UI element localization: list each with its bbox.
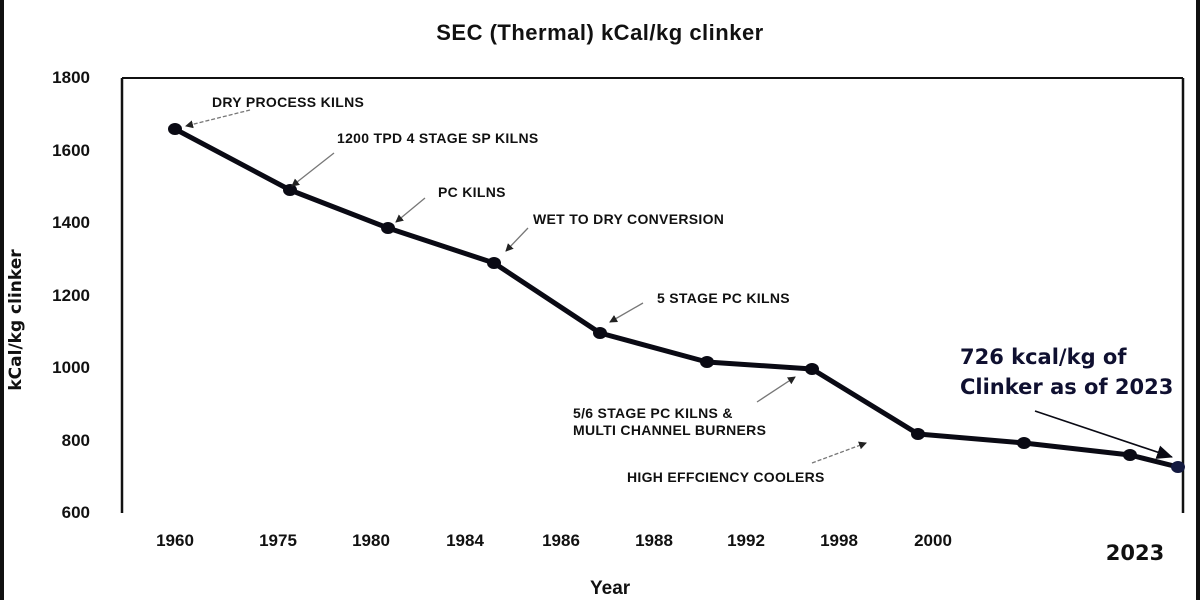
x-tick-1988: 1988: [635, 531, 673, 550]
arrow-tpd: [291, 152, 335, 187]
point-1988: [700, 356, 714, 368]
y-tick-1800: 1800: [52, 68, 90, 87]
x-tick-1986: 1986: [542, 531, 580, 550]
y-tick-1200: 1200: [52, 286, 90, 305]
data-markers: [168, 123, 1185, 473]
arrow-callout: [1034, 410, 1173, 459]
point-2023: [1171, 461, 1185, 473]
arrow-wet: [505, 227, 529, 252]
point-1998: [911, 428, 925, 440]
annotation-coolers: HIGH EFFCIENCY COOLERS: [627, 469, 825, 485]
y-tick-600: 600: [61, 503, 90, 522]
arrow-pc: [395, 197, 426, 223]
x-tick-1998: 1998: [820, 531, 858, 550]
annotation-5-stage-pc: 5 STAGE PC KILNS: [657, 290, 790, 306]
right-border: [1196, 0, 1200, 600]
y-tick-1600: 1600: [52, 141, 90, 160]
point-unlabeled: [1123, 449, 1137, 461]
arrow-dry: [185, 109, 251, 129]
arrow-stage56: [756, 376, 796, 403]
point-1980: [381, 222, 395, 234]
annotation-dry-process-kilns: DRY PROCESS KILNS: [212, 94, 365, 110]
arrow-coolers: [811, 441, 867, 464]
annotation-5-6-stage: 5/6 STAGE PC KILNS & MULTI CHANNEL BURNE…: [573, 405, 767, 438]
x-tick-1980: 1980: [352, 531, 390, 550]
y-tick-800: 800: [61, 431, 90, 450]
x-tick-1975: 1975: [259, 531, 297, 550]
point-2000: [1017, 437, 1031, 449]
left-border: [0, 0, 4, 600]
point-1992: [805, 363, 819, 375]
x-tick-2000: 2000: [914, 531, 952, 550]
point-1975: [283, 184, 297, 196]
chart-title: SEC (Thermal) kCal/kg clinker: [436, 20, 764, 45]
axes-frame: [120, 77, 1185, 513]
point-1960: [168, 123, 182, 135]
annotation-1200-tpd: 1200 TPD 4 STAGE SP KILNS: [337, 130, 539, 146]
x-tick-2023: 2023: [1105, 541, 1165, 565]
x-tick-1992: 1992: [727, 531, 765, 550]
annotation-wet-to-dry: WET TO DRY CONVERSION: [533, 211, 725, 227]
x-axis-label: Year: [590, 578, 631, 599]
annotation-arrows: [185, 109, 867, 464]
x-tick-1960: 1960: [156, 531, 194, 550]
callout-2023-value: 726 kcal/kg of Clinker as of 2023: [960, 345, 1174, 399]
y-tick-1400: 1400: [52, 213, 90, 232]
y-tick-1000: 1000: [52, 358, 90, 377]
annotation-pc-kilns: PC KILNS: [438, 184, 506, 200]
x-tick-1984: 1984: [446, 531, 484, 550]
arrow-stage5: [609, 302, 644, 323]
point-1986: [593, 327, 607, 339]
point-1984: [487, 257, 501, 269]
